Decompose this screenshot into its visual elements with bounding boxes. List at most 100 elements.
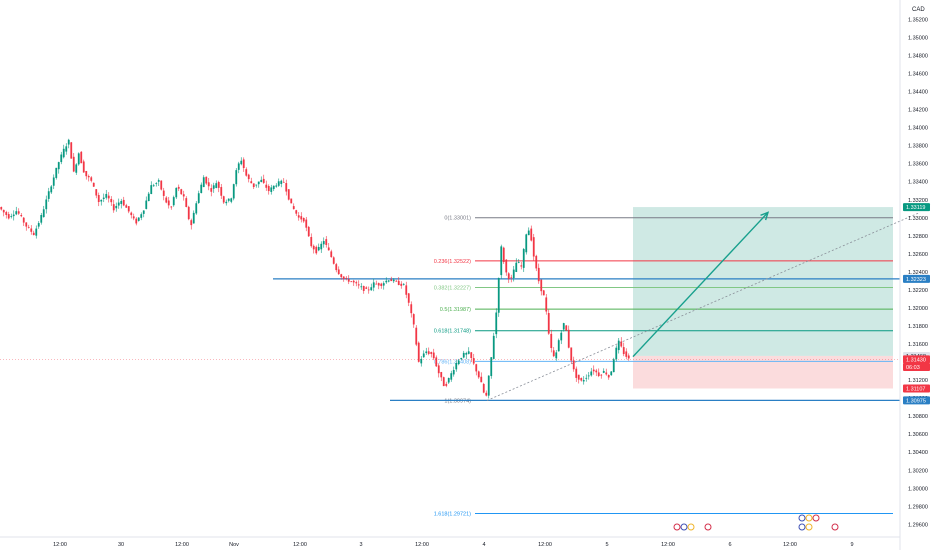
time-tick-label: 3 xyxy=(359,542,362,548)
trendline-dotted[interactable] xyxy=(486,212,921,401)
candle-body xyxy=(255,184,258,186)
candle-body xyxy=(315,246,318,254)
fib-level-label: 0.382(1.32227) xyxy=(434,286,471,292)
candle-body xyxy=(117,202,120,206)
candle-body xyxy=(380,283,383,286)
candle-body xyxy=(277,181,280,186)
candle-body xyxy=(312,245,315,250)
candle-body xyxy=(522,249,525,268)
candle-body xyxy=(542,290,545,296)
candle-body xyxy=(450,373,453,380)
price-tag[interactable] xyxy=(903,363,930,372)
candle-body xyxy=(82,161,85,173)
fib-level-label: 0.618(1.31748) xyxy=(434,329,471,335)
candle-body xyxy=(170,206,173,208)
candle-body xyxy=(237,163,240,170)
level-lines: 0(1.33001) 0.236(1.32522) 0.382(1.32227) 0.… xyxy=(0,216,900,517)
event-flag-icon[interactable] xyxy=(805,523,813,531)
candle-body xyxy=(222,196,225,203)
candle-body xyxy=(50,186,53,193)
candle-body xyxy=(230,198,233,202)
time-tick-label: 12:00 xyxy=(783,542,797,548)
price-tag[interactable] xyxy=(903,274,930,283)
price-tick-label: 1.34800 xyxy=(908,53,928,59)
candle-body xyxy=(387,280,390,282)
price-tag[interactable] xyxy=(903,384,930,393)
candle-body xyxy=(20,215,23,217)
candles xyxy=(0,138,630,399)
candle-body xyxy=(80,151,83,164)
candle-body xyxy=(615,347,618,360)
candle-body xyxy=(290,198,293,204)
candle-body xyxy=(492,335,495,359)
event-flag-icon[interactable] xyxy=(812,514,820,522)
candle-body xyxy=(60,154,63,163)
event-markers xyxy=(673,514,839,531)
price-tag-label: 1.33119 xyxy=(906,205,925,211)
price-tick-label: 1.34600 xyxy=(908,72,928,78)
candle-body xyxy=(110,198,113,203)
candle-body xyxy=(192,212,195,224)
candle-body xyxy=(177,186,180,189)
candle-body xyxy=(205,176,208,184)
candle-body xyxy=(267,186,270,192)
event-flag-icon[interactable] xyxy=(831,523,839,531)
candle-body xyxy=(537,267,540,282)
candle-body xyxy=(597,372,600,377)
price-tag[interactable] xyxy=(903,355,930,364)
candle-body xyxy=(252,183,255,188)
candle-body xyxy=(112,204,115,211)
candle-body xyxy=(195,203,198,214)
price-tick-label: 1.30200 xyxy=(908,468,928,474)
event-flag-icon[interactable] xyxy=(673,523,681,531)
projection-arrow-line[interactable] xyxy=(632,211,769,358)
price-tick-label: 1.30000 xyxy=(908,486,928,492)
candle-body xyxy=(32,232,35,236)
candle-body xyxy=(245,169,248,176)
candle-body xyxy=(335,264,338,271)
candle-body xyxy=(175,187,178,198)
candle-body xyxy=(95,189,98,196)
event-flag-icon[interactable] xyxy=(798,514,806,522)
price-tag[interactable] xyxy=(903,203,930,212)
candle-body xyxy=(17,211,20,214)
price-tick-label: 1.32200 xyxy=(908,288,928,294)
candle-body xyxy=(305,219,308,228)
price-tag-label: 06:03 xyxy=(906,365,920,371)
candle-body xyxy=(355,282,358,284)
candle-body xyxy=(47,191,50,199)
candle-body xyxy=(285,183,288,192)
candle-body xyxy=(360,286,363,288)
candle-body xyxy=(5,212,8,215)
event-flag-icon[interactable] xyxy=(704,523,712,531)
price-axis[interactable]: 1.35200 1.35000 1.34800 1.34600 1.34400 1.342… xyxy=(908,17,928,528)
currency-label: CAD xyxy=(912,7,925,13)
candle-body xyxy=(620,341,623,347)
candle-body xyxy=(452,370,455,375)
candle-body xyxy=(182,194,185,197)
price-tag[interactable] xyxy=(903,396,930,405)
candle-body xyxy=(502,247,505,263)
time-axis[interactable]: 12:00 30 12:00 Nov 12:00 3 12:00 4 12:00 5 12:00 6 1… xyxy=(53,542,853,548)
event-flag-icon[interactable] xyxy=(805,514,813,522)
event-flag-icon[interactable] xyxy=(798,523,806,531)
candle-body xyxy=(607,374,610,378)
candle-body xyxy=(390,279,393,282)
candle-body xyxy=(397,280,400,285)
candle-body xyxy=(457,360,460,365)
candle-body xyxy=(512,269,515,279)
profit-zone[interactable] xyxy=(633,207,893,356)
time-tick-label: 12:00 xyxy=(175,542,189,548)
candle-body xyxy=(370,287,373,291)
loss-zone[interactable] xyxy=(633,355,893,389)
event-flag-icon[interactable] xyxy=(687,523,695,531)
candle-body xyxy=(217,182,220,188)
candle-body xyxy=(12,214,15,217)
event-flag-icon[interactable] xyxy=(680,523,688,531)
price-tick-label: 1.32000 xyxy=(908,306,928,312)
candle-body xyxy=(565,325,568,331)
candle-body xyxy=(307,226,310,237)
fib-level-label: 1.618(1.29721) xyxy=(434,511,471,517)
